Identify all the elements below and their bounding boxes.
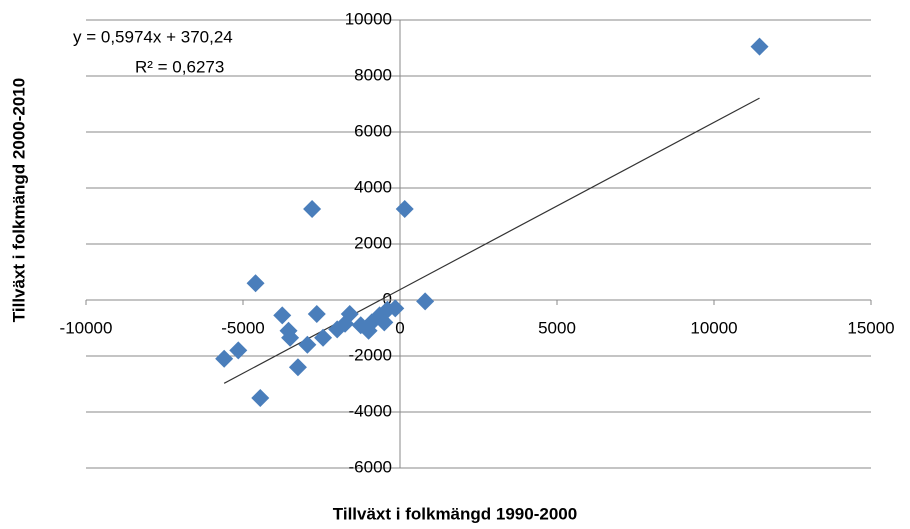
x-tick-label: 0 xyxy=(395,318,404,337)
y-tick-label: -6000 xyxy=(349,457,392,476)
point xyxy=(273,306,292,325)
point xyxy=(288,358,307,377)
point xyxy=(251,389,270,407)
x-tick-label: -10000 xyxy=(60,318,113,337)
x-tick-label: 15000 xyxy=(847,318,894,337)
x-tick-label: -5000 xyxy=(221,318,264,337)
point xyxy=(416,292,435,311)
point xyxy=(281,328,300,347)
y-tick-label: 6000 xyxy=(354,121,392,140)
point xyxy=(298,335,317,354)
point xyxy=(303,200,322,218)
point xyxy=(307,305,326,323)
point xyxy=(314,328,333,347)
point xyxy=(246,274,265,293)
y-tick-label: 4000 xyxy=(354,177,392,196)
point xyxy=(395,200,414,218)
point xyxy=(750,37,769,56)
y-tick-label: -4000 xyxy=(349,401,392,420)
point xyxy=(229,341,248,360)
y-tick-label: -2000 xyxy=(349,345,392,364)
trend-equation: y = 0,5974x + 370,24 xyxy=(73,27,233,46)
point xyxy=(386,299,405,318)
x-axis-label: Tillväxt i folkmängd 1990-2000 xyxy=(333,504,577,523)
y-tick-label: 8000 xyxy=(354,65,392,84)
point xyxy=(336,314,355,333)
point xyxy=(215,349,234,368)
y-tick-label: 0 xyxy=(383,289,392,308)
trend-line xyxy=(223,97,760,384)
y-tick-label: 10000 xyxy=(345,9,392,28)
y-tick-label: 2000 xyxy=(354,233,392,252)
x-tick-label: 5000 xyxy=(538,318,576,337)
y-axis-label: Tillväxt i folkmängd 2000-2010 xyxy=(9,78,28,322)
x-tick-label: 10000 xyxy=(690,318,737,337)
point xyxy=(359,321,378,340)
r-squared: R² = 0,6273 xyxy=(135,57,224,76)
point xyxy=(375,313,394,332)
